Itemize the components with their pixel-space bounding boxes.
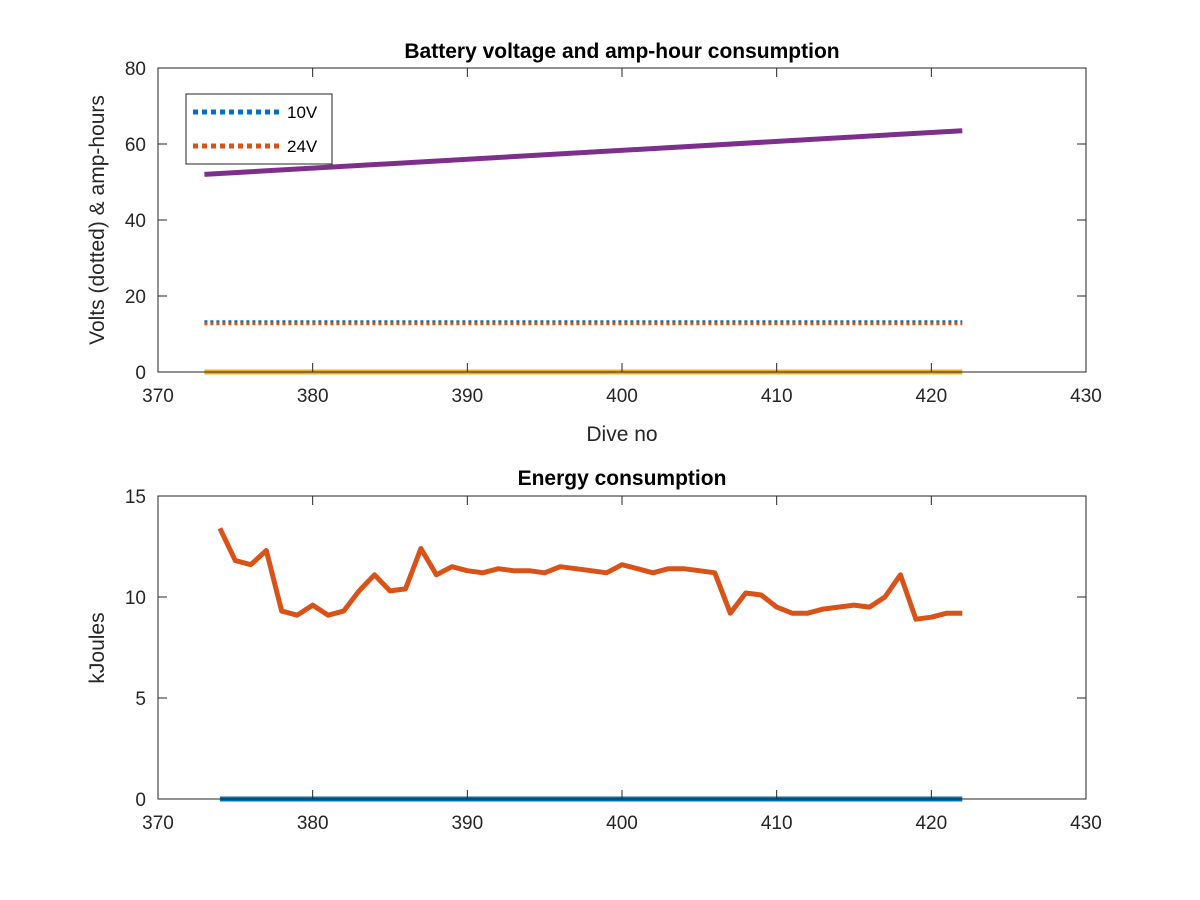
plot-area bbox=[158, 496, 1086, 799]
x-axis-label: Dive no bbox=[586, 423, 657, 446]
x-tick-label: 380 bbox=[297, 386, 329, 407]
y-tick-label: 20 bbox=[125, 287, 146, 308]
y-axis-label: kJoules bbox=[86, 612, 109, 683]
y-tick-label: 0 bbox=[135, 363, 146, 384]
x-tick-label: 370 bbox=[142, 813, 174, 834]
x-tick-label: 420 bbox=[915, 386, 947, 407]
legend-box bbox=[185, 93, 333, 165]
legend: 10V 24V bbox=[185, 93, 333, 165]
chart-title: Battery voltage and amp-hour consumption bbox=[404, 40, 839, 63]
x-tick-label: 370 bbox=[142, 386, 174, 407]
x-tick-label: 430 bbox=[1070, 386, 1102, 407]
x-tick-label: 380 bbox=[297, 813, 329, 834]
ticks-layer: 370 380 390 400 410 420 430 0 20 40 60 80 bbox=[125, 59, 1102, 407]
legend-label-24v: 24V bbox=[287, 137, 318, 156]
energy-chart: 370 380 390 400 410 420 430 0 5 10 15 Energy consu… bbox=[86, 467, 1102, 834]
y-tick-label: 60 bbox=[125, 135, 146, 156]
x-tick-label: 390 bbox=[451, 813, 483, 834]
y-tick-label: 5 bbox=[135, 689, 146, 710]
x-tick-label: 430 bbox=[1070, 813, 1102, 834]
x-tick-label: 400 bbox=[606, 813, 638, 834]
plot-frame bbox=[157, 67, 1087, 373]
x-tick-label: 410 bbox=[761, 386, 793, 407]
x-tick-label: 390 bbox=[451, 386, 483, 407]
y-tick-label: 15 bbox=[125, 487, 146, 508]
x-tick-label: 410 bbox=[761, 813, 793, 834]
y-tick-label: 80 bbox=[125, 59, 146, 80]
x-tick-label: 400 bbox=[606, 386, 638, 407]
battery-chart: 370 380 390 400 410 420 430 0 20 40 60 80 Battery v… bbox=[86, 40, 1102, 446]
legend-label-10v: 10V bbox=[287, 103, 318, 122]
ticks-layer: 370 380 390 400 410 420 430 0 5 10 15 bbox=[125, 487, 1102, 834]
y-tick-label: 0 bbox=[135, 790, 146, 811]
y-tick-label: 10 bbox=[125, 588, 146, 609]
series-line-0-2 bbox=[204, 128, 963, 177]
x-tick-label: 420 bbox=[915, 813, 947, 834]
y-tick-label: 40 bbox=[125, 211, 146, 232]
plot-frame bbox=[157, 495, 1087, 800]
series-line-1-0 bbox=[217, 527, 963, 622]
y-axis-label: Volts (dotted) & amp-hours bbox=[86, 95, 109, 345]
chart-title: Energy consumption bbox=[518, 467, 727, 490]
